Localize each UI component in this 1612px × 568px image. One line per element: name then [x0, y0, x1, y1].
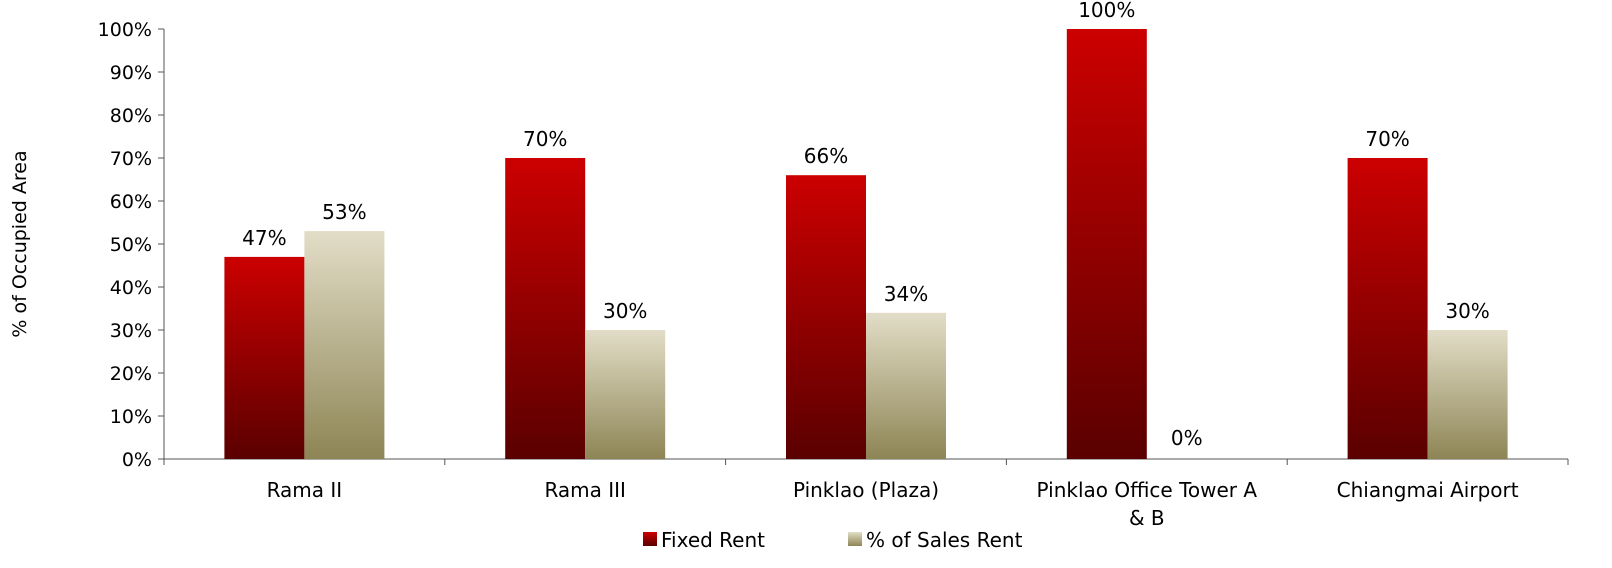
bar-fixed-rent — [505, 158, 586, 459]
y-tick-label: 40% — [110, 277, 152, 299]
y-tick-label: 100% — [98, 19, 152, 41]
legend-label: % of Sales Rent — [866, 528, 1023, 552]
x-category-label: Rama III — [544, 478, 626, 502]
data-label: 34% — [884, 282, 928, 306]
bar-fixed-rent — [1347, 158, 1428, 459]
y-tick-label: 10% — [110, 406, 152, 428]
data-labels: 47% 53% 70% 30% 66% 34% 100% 0% 70% 30% — [242, 0, 1490, 450]
legend: Fixed Rent % of Sales Rent — [643, 528, 1023, 552]
bars — [224, 29, 1508, 459]
data-label: 70% — [523, 127, 567, 151]
y-tick-label: 80% — [110, 105, 152, 127]
bar-sales-rent — [1427, 330, 1508, 459]
data-label: 53% — [322, 200, 366, 224]
bar-fixed-rent — [786, 175, 866, 459]
legend-swatch — [848, 532, 862, 546]
y-tick-label: 60% — [110, 191, 152, 213]
legend-label: Fixed Rent — [661, 528, 765, 552]
data-label: 66% — [804, 144, 848, 168]
data-label: 30% — [1445, 299, 1489, 323]
y-tick-label: 70% — [110, 148, 152, 170]
bar-fixed-rent — [224, 256, 305, 459]
x-category-label: Pinklao Office Tower A — [1037, 478, 1258, 502]
data-label: 0% — [1171, 426, 1203, 450]
x-category-label: Chiangmai Airport — [1337, 478, 1519, 502]
x-category-label: & B — [1129, 506, 1165, 530]
bar-sales-rent — [585, 330, 666, 459]
legend-swatch — [643, 532, 657, 546]
y-tick-label: 20% — [110, 363, 152, 385]
x-category-label: Pinklao (Plaza) — [793, 478, 939, 502]
bar-sales-rent — [866, 312, 946, 459]
bar-fixed-rent — [1066, 29, 1147, 459]
axes: 0% 10% 20% 30% 40% 50% 60% 70% 80% 90% 100% % of Oc… — [9, 19, 1569, 530]
bar-sales-rent — [304, 231, 385, 459]
y-axis-title: % of Occupied Area — [9, 150, 31, 337]
data-label: 30% — [603, 299, 647, 323]
data-label: 100% — [1078, 0, 1135, 22]
y-tick-label: 30% — [110, 320, 152, 342]
x-category-label: Rama II — [267, 478, 343, 502]
data-label: 47% — [242, 226, 286, 250]
y-tick-label: 90% — [110, 62, 152, 84]
data-label: 70% — [1365, 127, 1409, 151]
y-tick-label: 50% — [110, 234, 152, 256]
y-tick-label: 0% — [122, 449, 152, 471]
